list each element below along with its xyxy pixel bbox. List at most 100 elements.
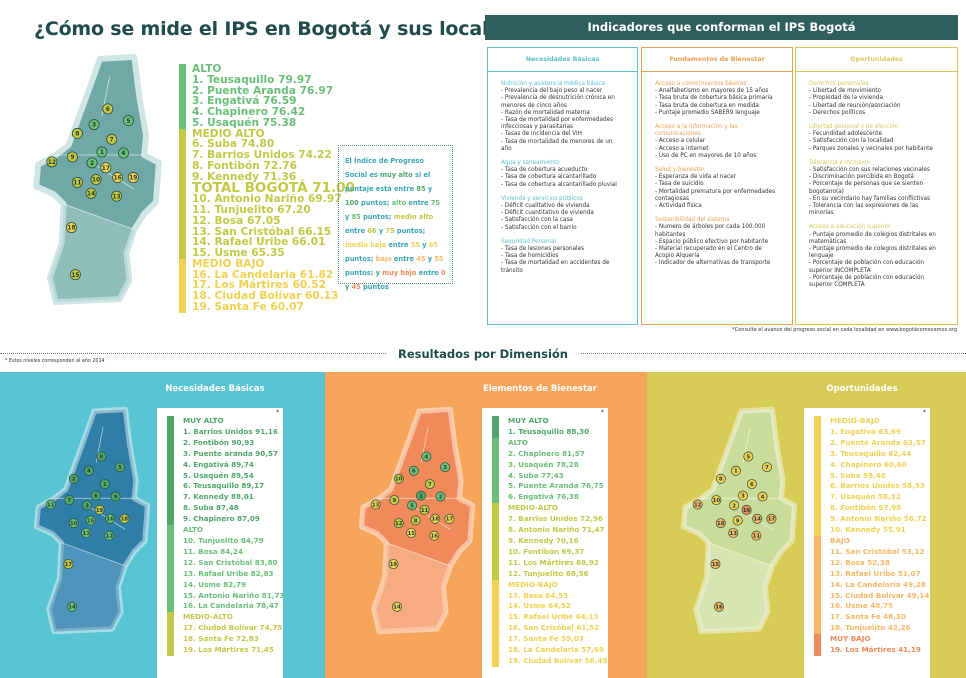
tier-bar <box>492 612 499 624</box>
marker-number: 19 <box>129 176 137 182</box>
ranking-text: ALTO <box>183 525 203 535</box>
marker-circle <box>435 491 446 502</box>
marker-circle <box>410 515 421 526</box>
marker-circle <box>96 146 108 158</box>
ranking-item: 5. Usaquén 89,54 <box>167 470 283 482</box>
tier-bar <box>814 470 821 482</box>
indicator-item: - Espacio público efectivo por habitante <box>655 238 769 245</box>
overall-ranking-list: ALTO 1. Teusaquillo 79.97 2. Puente Aranda… <box>179 63 355 313</box>
ranking-text: 18. Santa Fe 72,83 <box>183 634 259 644</box>
map-boundary <box>63 203 135 230</box>
tier-bar <box>492 535 499 547</box>
indicator-section: Agua y saneamiento - Tasa de cobertura ac… <box>501 160 624 189</box>
marker-number: 9 <box>392 498 396 504</box>
marker-number: 1 <box>100 150 104 156</box>
ranking-item: 18. La Candelaria 57,69 <box>492 645 608 656</box>
ranking-text: 19. Los Mártires 41,19 <box>830 645 921 655</box>
ranking-item: 11. Tunjuelito 67.20 <box>179 205 339 216</box>
ranking-item: 11. Los Mártires 68,92 <box>492 557 608 569</box>
ranking-text: MEDIO-ALTO <box>183 612 233 622</box>
marker-number: 15 <box>408 531 416 537</box>
ranking-text: 14. Usme 64,52 <box>508 601 571 611</box>
indicator-item: - Porcentaje de población con educación … <box>809 260 925 274</box>
locality-marker: 1 <box>96 146 108 158</box>
indicator-item: - Satisfacción con el barrio <box>501 224 577 231</box>
ranking-item: 14. Rafael Uribe 66.01 <box>179 237 339 248</box>
marker-number: 8 <box>75 132 79 138</box>
marker-circle <box>111 190 123 202</box>
note-segment: y <box>376 227 386 235</box>
tier-bar <box>814 459 821 471</box>
ranking-text: 13. Rafael Uribe 82,83 <box>183 568 274 578</box>
ranking-text: MEDIO-BAJO <box>830 416 880 425</box>
indicator-item: - Tasa de lesiones personales <box>501 246 585 253</box>
indicator-item: - Prevalencia de desnutrición crónica en… <box>501 95 615 109</box>
marker-circle <box>66 222 78 234</box>
note-segment: y <box>345 283 352 291</box>
locality-marker: 19 <box>388 559 399 570</box>
ranking-item: 7. Usaquén 58,32 <box>814 492 930 504</box>
marker-number: 15 <box>712 562 720 568</box>
locality-marker: 2 <box>729 500 740 511</box>
locality-marker: 4 <box>757 491 768 502</box>
marker-circle <box>732 515 743 526</box>
marker-circle <box>127 172 139 184</box>
section-heading: Derechos personales <box>809 81 869 87</box>
marker-circle <box>741 504 752 515</box>
marker-circle <box>115 462 125 473</box>
marker-number: 6 <box>750 482 754 488</box>
ranking-text: 19. Ciudad Bolívar 56,49 <box>508 655 608 665</box>
ranking-text: 12. Tunjuelito 68,56 <box>508 568 589 578</box>
note-segment: bajo <box>375 255 392 263</box>
indicator-item: - Esperanza de vida al nacer <box>655 174 736 181</box>
note-segment: entre <box>406 199 431 207</box>
marker-number: 15 <box>87 518 95 524</box>
ranking-text: 4. Suba 77,43 <box>508 470 564 480</box>
ranking-text: 18. Ciudad Bolívar 60.13 <box>192 290 339 302</box>
tier-bar <box>167 503 174 515</box>
marker-circle <box>429 530 440 541</box>
ranking-item: 19. Ciudad Bolívar 56,49 <box>492 655 608 667</box>
marker-number: 6 <box>412 469 416 475</box>
indicator-section: Acceso a conocimientos básicos - Analfabe… <box>655 81 779 117</box>
marker-number: 14 <box>68 605 76 611</box>
locality-marker: 5 <box>743 451 754 462</box>
marker-circle <box>393 473 404 484</box>
locality-marker: 15 <box>69 269 81 281</box>
marker-circle <box>766 513 777 524</box>
section-heading: Libertad personal y de elección <box>809 124 899 131</box>
tier-bar <box>179 237 186 248</box>
column-title: Fundamentos de Bienestar <box>642 48 792 72</box>
locality-marker: 2 <box>435 491 446 502</box>
ranking-item: 6. Teusaquillo 89,17 <box>167 481 283 493</box>
tier-bar <box>167 645 174 656</box>
note-segment: y <box>419 241 429 249</box>
ranking-text: 12. Bosa 52,38 <box>830 557 891 567</box>
marker-number: 19 <box>743 508 751 514</box>
locality-marker: 6 <box>408 465 419 476</box>
note-segment: entre <box>416 269 442 277</box>
marker-circle <box>69 269 81 281</box>
marker-number: 18 <box>432 517 440 523</box>
ranking-text: 3. Puente aranda 90,57 <box>183 448 279 458</box>
locality-marker: 17 <box>444 513 455 524</box>
ranking-text: 10. Kennedy 55,91 <box>830 525 906 535</box>
note-segment: 65 <box>428 241 439 249</box>
ranking-text: 2. Fontibón 90,93 <box>183 437 255 447</box>
locality-marker: 13 <box>728 527 739 538</box>
ranking-text: MUY BAJO <box>830 634 871 644</box>
tier-bar <box>814 557 821 569</box>
indicator-item: - Déficit cuantitativo de vivienda <box>501 210 594 217</box>
ranking-item: 19. Los Mártires 71,45 <box>167 645 283 656</box>
marker-number: 18 <box>121 517 129 523</box>
ranking-text: ALTO <box>192 63 222 75</box>
note-segment: El Índice de Progreso Social es <box>345 157 424 179</box>
ranking-text: 15. Ciudad Bolívar 49,14 <box>830 590 930 600</box>
section-heading: Tolerancia e inclusión <box>809 159 870 166</box>
ranking-item: 4. Suba 77,43 <box>492 470 608 482</box>
tier-bar <box>179 128 186 140</box>
tier-bar <box>814 645 821 656</box>
ranking-text: 6. Engativá 76,38 <box>508 492 579 502</box>
tier-bar <box>167 437 174 449</box>
